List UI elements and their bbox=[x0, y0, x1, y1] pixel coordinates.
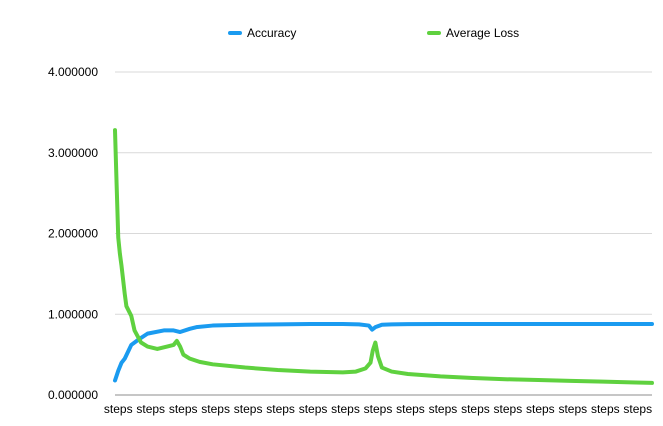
x-tick-label: steps bbox=[396, 402, 425, 416]
x-tick-label: steps bbox=[169, 402, 198, 416]
x-tick-label: steps bbox=[136, 402, 165, 416]
x-tick-label: steps bbox=[266, 402, 295, 416]
y-tick-label: 0.000000 bbox=[48, 388, 98, 402]
y-tick-label: 1.000000 bbox=[48, 307, 98, 321]
y-tick-label: 2.000000 bbox=[48, 227, 98, 241]
x-axis-ticks: steps steps steps steps steps steps steps steps… bbox=[104, 402, 652, 416]
x-tick-label: steps bbox=[331, 402, 360, 416]
gridlines bbox=[115, 71, 652, 396]
x-tick-label: steps bbox=[234, 402, 263, 416]
x-tick-label: steps bbox=[201, 402, 230, 416]
x-tick-label: steps bbox=[364, 402, 393, 416]
series-line-accuracy bbox=[113, 321, 654, 383]
x-tick-label: steps bbox=[429, 402, 458, 416]
x-tick-label: steps bbox=[591, 402, 620, 416]
x-tick-label: steps bbox=[299, 402, 328, 416]
x-tick-label: steps bbox=[461, 402, 490, 416]
legend-label: Accuracy bbox=[247, 26, 296, 40]
x-tick-label: steps bbox=[623, 402, 652, 416]
series-line-average-loss bbox=[113, 128, 654, 385]
x-tick-label: steps bbox=[526, 402, 555, 416]
x-tick-label: steps bbox=[494, 402, 523, 416]
x-tick-label: steps bbox=[558, 402, 587, 416]
series-lines bbox=[113, 128, 654, 385]
legend-label: Average Loss bbox=[446, 26, 519, 40]
y-tick-label: 4.000000 bbox=[48, 65, 98, 79]
y-tick-label: 3.000000 bbox=[48, 146, 98, 160]
legend: Accuracy Average Loss bbox=[228, 26, 519, 40]
y-axis-ticks: 0.000000 1.000000 2.000000 3.000000 4.000000 bbox=[48, 65, 98, 402]
x-tick-label: steps bbox=[104, 402, 133, 416]
